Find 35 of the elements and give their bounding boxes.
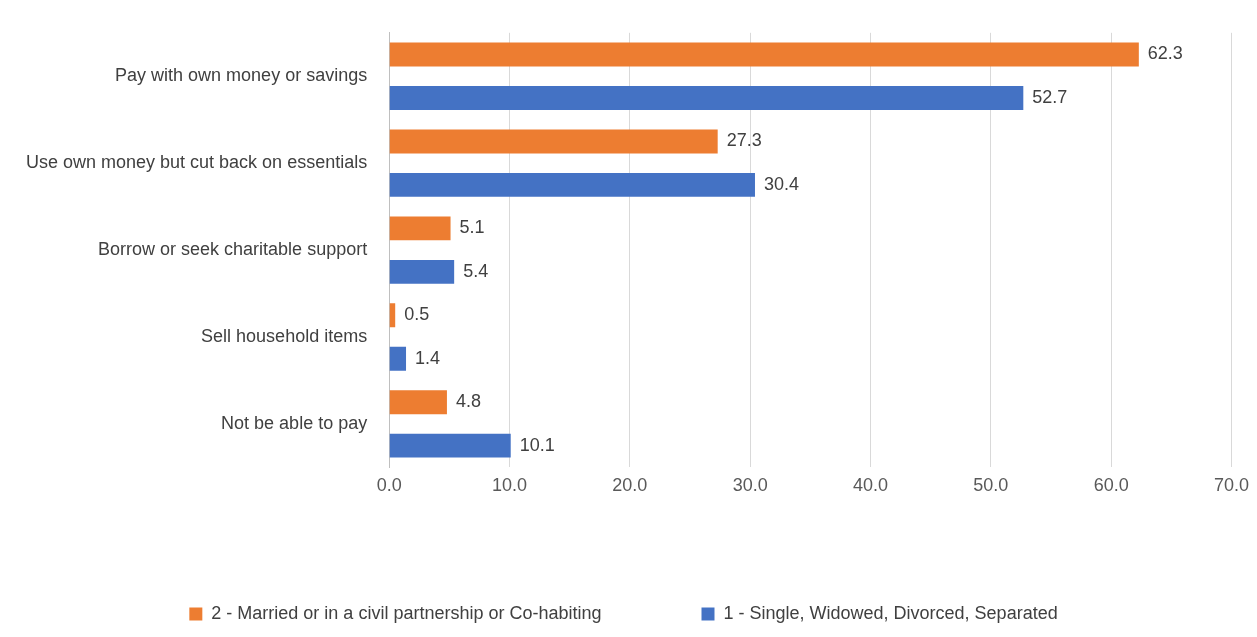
x-tick-label: 70.0 [1213, 475, 1250, 496]
data-label: 10.1 [519, 434, 555, 455]
x-tick-label: 10.0 [491, 475, 528, 496]
data-label: 4.8 [455, 391, 481, 412]
x-tick-label: 20.0 [612, 475, 648, 496]
legend-label: 1 - Single, Widowed, Divorced, Separated [723, 602, 1058, 623]
bar [389, 346, 407, 371]
x-tick-label: 40.0 [852, 475, 889, 496]
data-label: 5.1 [459, 217, 485, 238]
data-label: 62.3 [1147, 43, 1183, 64]
x-tick-label: 50.0 [973, 475, 1009, 496]
bar [389, 433, 511, 458]
bar [389, 259, 455, 284]
data-label: 52.7 [1032, 86, 1068, 107]
x-tick-label: 60.0 [1093, 475, 1129, 496]
data-label: 1.4 [415, 347, 441, 368]
y-tick-label: Not be able to pay [221, 412, 368, 433]
y-tick-label: Use own money but cut back on essentials [26, 152, 368, 173]
x-tick-label: 30.0 [732, 475, 768, 496]
data-label: 0.5 [404, 304, 430, 325]
y-tick-label: Borrow or seek charitable support [98, 239, 368, 260]
bar [389, 42, 1139, 67]
bar [389, 129, 718, 154]
bar [389, 86, 1024, 110]
y-tick-label: Pay with own money or savings [115, 65, 368, 86]
bar [389, 172, 755, 197]
legend-label: 2 - Married or in a civil partnership or Co-habiting [211, 602, 602, 623]
data-label: 27.3 [726, 130, 762, 151]
y-tick-label: Sell household items [201, 325, 368, 346]
bar [389, 303, 396, 328]
data-label: 5.4 [463, 260, 489, 281]
data-label: 30.4 [763, 173, 800, 194]
bar [389, 390, 447, 415]
bar [389, 216, 451, 241]
x-tick-label: 0.0 [376, 475, 402, 496]
